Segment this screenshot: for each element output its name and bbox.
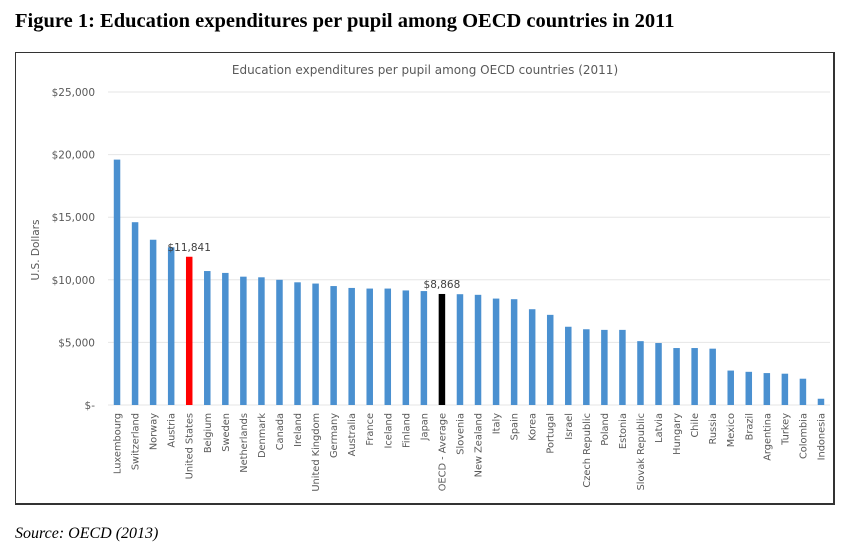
- y-axis-ticks: $- $5,000 $10,000 $15,000 $20,000 $25,000: [52, 87, 96, 412]
- x-tick-label: Switzerland: [131, 413, 142, 470]
- data-label: $8,868: [424, 279, 461, 291]
- bar-iceland: [384, 288, 392, 405]
- x-tick-label: Ireland: [293, 413, 304, 447]
- x-tick-label: New Zealand: [474, 413, 485, 477]
- bar-israel: [565, 326, 572, 405]
- bar-germany: [330, 286, 337, 405]
- bar-korea: [528, 309, 536, 405]
- x-tick-label: Iceland: [383, 413, 394, 448]
- bar-portugal: [546, 314, 554, 405]
- bar-spain: [510, 299, 518, 405]
- bar-indonesia: [817, 398, 825, 405]
- x-tick-label: Chile: [690, 413, 701, 438]
- data-label: $11,841: [168, 242, 211, 254]
- figure-source: Source: OECD (2013): [15, 525, 159, 542]
- bar-poland: [601, 329, 608, 405]
- bar-finland: [402, 290, 410, 405]
- bar-australia: [348, 287, 355, 405]
- x-tick-label: Canada: [275, 413, 286, 450]
- y-tick-label: $10,000: [52, 275, 95, 287]
- x-tick-label: United Kingdom: [311, 413, 322, 492]
- bar-france: [366, 288, 373, 405]
- x-tick-label: Italy: [492, 413, 503, 434]
- x-tick-label: Colombia: [798, 413, 809, 459]
- bar-colombia: [799, 378, 807, 405]
- x-tick-label: United States: [185, 413, 196, 479]
- x-tick-label: Finland: [401, 413, 412, 448]
- x-tick-label: Luxembourg: [113, 413, 124, 474]
- x-tick-label: Australia: [347, 413, 358, 456]
- x-tick-label: Hungary: [672, 413, 683, 455]
- bar-czech-republic: [583, 329, 590, 405]
- y-tick-label: $25,000: [52, 87, 95, 99]
- bar-estonia: [619, 329, 626, 405]
- bar-japan: [420, 291, 428, 405]
- bar-mexico: [727, 370, 734, 405]
- gridlines: [108, 91, 830, 406]
- bar-hungary: [673, 348, 680, 405]
- x-tick-label: Korea: [528, 413, 539, 441]
- bar-canada: [276, 279, 283, 405]
- bar-slovak-republic: [637, 341, 644, 405]
- bar-netherlands: [240, 276, 247, 405]
- bar-sweden: [222, 272, 229, 405]
- x-tick-label: Turkey: [780, 413, 791, 446]
- chart-title: Education expenditures per pupil among O…: [232, 63, 618, 77]
- bar-denmark: [258, 277, 265, 405]
- bar-austria: [167, 247, 175, 405]
- x-tick-label: OECD - Average: [437, 413, 448, 491]
- x-tick-label: Russia: [708, 413, 719, 445]
- x-tick-label: Sweden: [221, 413, 232, 452]
- x-tick-label: Austria: [167, 413, 178, 448]
- bar-luxembourg: [113, 159, 121, 405]
- y-tick-label: $15,000: [52, 212, 95, 224]
- x-tick-label: Slovenia: [455, 413, 466, 455]
- x-tick-label: Slovak Republic: [636, 413, 647, 490]
- bar-united-kingdom: [312, 283, 319, 405]
- data-labels: $11,841 $8,868: [168, 242, 461, 291]
- x-tick-label: Spain: [510, 413, 521, 440]
- bar-norway: [149, 239, 157, 405]
- bar-russia: [709, 348, 716, 405]
- x-tick-label: Netherlands: [239, 413, 250, 473]
- y-tick-label: $-: [85, 400, 96, 412]
- bar-latvia: [655, 343, 662, 405]
- bar-new-zealand: [474, 294, 482, 405]
- bar-italy: [492, 298, 500, 405]
- bar-united-states: [185, 256, 193, 405]
- x-tick-label: Israel: [564, 413, 575, 440]
- x-axis-labels: Luxembourg Switzerland Norway Austria United…: [113, 413, 828, 492]
- x-tick-label: Czech Republic: [582, 413, 593, 488]
- bar-chile: [691, 348, 698, 405]
- x-tick-label: Argentina: [762, 413, 773, 461]
- bar-belgium: [204, 271, 211, 405]
- y-tick-label: $20,000: [52, 150, 95, 162]
- bar-argentina: [763, 373, 771, 405]
- bar-turkey: [781, 373, 789, 405]
- bar-ireland: [294, 282, 301, 405]
- bars: [113, 159, 825, 405]
- x-tick-label: France: [365, 413, 376, 446]
- x-tick-label: Indonesia: [816, 413, 827, 460]
- x-tick-label: Brazil: [744, 413, 755, 440]
- x-tick-label: Norway: [149, 413, 160, 450]
- y-axis-label: U.S. Dollars: [30, 220, 42, 281]
- x-tick-label: Germany: [329, 413, 340, 458]
- x-tick-label: Estonia: [618, 413, 629, 449]
- y-tick-label: $5,000: [58, 337, 95, 349]
- x-tick-label: Poland: [600, 413, 611, 446]
- bar-slovenia: [456, 294, 464, 405]
- x-tick-label: Portugal: [546, 413, 557, 454]
- bar-switzerland: [131, 222, 139, 405]
- x-tick-label: Denmark: [257, 413, 268, 458]
- x-tick-label: Latvia: [654, 413, 665, 443]
- bar-oecd-average: [438, 293, 446, 405]
- x-tick-label: Japan: [419, 413, 430, 441]
- x-tick-label: Belgium: [203, 413, 214, 453]
- bar-brazil: [745, 371, 753, 405]
- x-tick-label: Mexico: [726, 413, 737, 447]
- figure-caption: Figure 1: Education expenditures per pup…: [15, 10, 675, 32]
